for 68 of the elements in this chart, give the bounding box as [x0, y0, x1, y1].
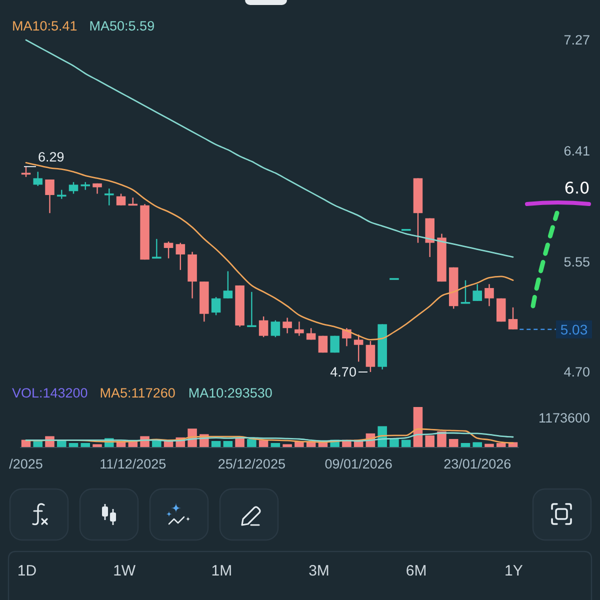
- candlestick: [211, 296, 221, 316]
- bar: [425, 435, 434, 447]
- text: MA50:5.59: [89, 18, 155, 34]
- text: 1W: [113, 562, 136, 580]
- candlestick: [282, 317, 292, 334]
- candlestick: [176, 242, 186, 271]
- annotation: 4.70: [330, 364, 356, 380]
- text: 5.03: [560, 321, 588, 338]
- candlestick: [33, 171, 43, 187]
- text: 1M: [211, 562, 232, 580]
- text: MA5:117260: [100, 386, 176, 400]
- bar: [258, 440, 268, 447]
- text: 6.0: [564, 178, 590, 198]
- bar: [152, 441, 162, 447]
- x-tick-label: 25/12/2025: [218, 456, 286, 472]
- candlestick: [116, 193, 126, 206]
- text: 1173600: [538, 410, 590, 426]
- bar: [80, 443, 90, 447]
- candlestick: [354, 334, 364, 362]
- y-tick-label: 7.27: [564, 32, 590, 48]
- candlestick: [45, 178, 54, 214]
- line-series: [25, 162, 514, 340]
- text: MA10:293530: [188, 386, 272, 400]
- bar: [448, 439, 458, 447]
- bar: [223, 441, 233, 447]
- text: 1D: [17, 562, 37, 580]
- bar: [460, 443, 470, 447]
- y-tick-label: 4.70: [564, 364, 590, 380]
- candlestick: [223, 270, 233, 299]
- bar: [247, 439, 256, 447]
- bar: [235, 437, 244, 447]
- bar: [270, 443, 280, 447]
- y-tick-label: 6.41: [564, 144, 590, 159]
- candlestick: [258, 316, 268, 338]
- bar: [92, 444, 102, 447]
- bar: [437, 431, 446, 447]
- candlestick: [366, 340, 376, 373]
- candlestick: [247, 291, 256, 328]
- bar: [413, 407, 423, 447]
- candlestick: [164, 240, 174, 259]
- bar: [484, 444, 494, 447]
- bar: [472, 442, 482, 447]
- annotation: 6.29: [38, 150, 64, 165]
- text: MA10:5.41: [12, 18, 78, 34]
- candlestick: [294, 321, 304, 336]
- candlestick: [508, 306, 518, 330]
- text: VOL:143200: [12, 386, 88, 400]
- bar: [33, 441, 43, 447]
- x-tick-label: /2025: [9, 456, 43, 472]
- bar: [282, 444, 292, 447]
- x-tick-label: 23/01/2026: [444, 456, 512, 472]
- bar: [401, 440, 411, 447]
- candlestick: [104, 188, 114, 206]
- text: 3M: [308, 562, 330, 580]
- text: 6M: [406, 562, 427, 580]
- bar: [211, 441, 221, 447]
- candlestick: [68, 182, 78, 194]
- candlestick: [472, 284, 482, 302]
- y-tick-label: 5.55: [564, 254, 590, 270]
- x-tick-label: 09/01/2026: [324, 456, 392, 472]
- bar: [68, 443, 78, 447]
- bar: [496, 443, 506, 447]
- candlestick: [484, 284, 494, 307]
- line-series: [25, 39, 514, 258]
- x-tick-label: 11/12/2025: [100, 456, 166, 472]
- candlestick: [460, 280, 470, 304]
- text: 1Y: [504, 562, 523, 580]
- candlestick: [270, 320, 280, 338]
